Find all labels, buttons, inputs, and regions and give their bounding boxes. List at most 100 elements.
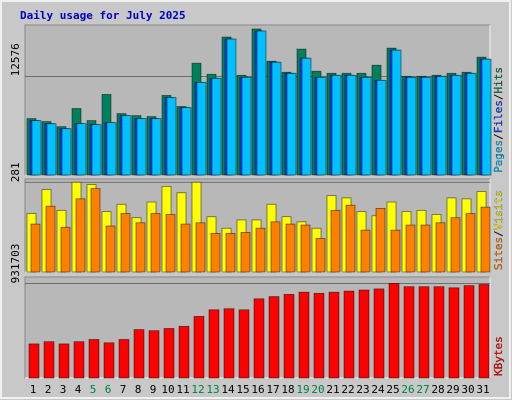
x-tick-label: 18 (281, 383, 294, 396)
bar (151, 118, 162, 176)
legend-entry: KBytes (492, 336, 505, 376)
bar (193, 316, 205, 379)
bar (405, 224, 416, 273)
bar (465, 213, 476, 273)
x-tick-label: 11 (176, 383, 189, 396)
bar (196, 81, 207, 176)
bar (195, 222, 206, 273)
bar (150, 213, 161, 273)
legend-entry: Hits (492, 67, 505, 94)
legend: Pages/Files/Hits (492, 67, 505, 173)
x-tick-label: 2 (45, 383, 52, 396)
bar (103, 342, 115, 379)
bar (375, 208, 386, 273)
x-tick-label: 14 (221, 383, 235, 396)
bar (241, 76, 252, 176)
bar (45, 205, 56, 273)
bar (373, 288, 385, 379)
bar (118, 339, 130, 379)
x-tick-label: 25 (386, 383, 399, 396)
bar (301, 57, 312, 176)
bar (420, 224, 431, 273)
bar (163, 328, 175, 379)
bar (346, 74, 357, 176)
legend-separator: / (492, 94, 505, 101)
bar (121, 115, 132, 176)
x-tick-label: 9 (150, 383, 157, 396)
bar (43, 341, 55, 379)
bar (136, 118, 147, 176)
legend-entry: Visits (492, 191, 505, 231)
bar (478, 284, 490, 379)
bar (106, 122, 117, 176)
bar (240, 231, 251, 273)
bar (448, 287, 460, 379)
legend: KBytes (492, 336, 505, 376)
x-tick-label: 22 (341, 383, 354, 396)
x-tick-label: 29 (446, 383, 459, 396)
x-tick-label: 1 (30, 383, 37, 396)
bar (481, 58, 492, 176)
bar (120, 213, 131, 273)
x-tick-label: 21 (326, 383, 339, 396)
bar (211, 77, 222, 176)
x-tick-label: 7 (120, 383, 127, 396)
legend-separator: / (492, 133, 505, 140)
bar (225, 232, 236, 273)
bar (133, 329, 145, 379)
bar (180, 223, 191, 273)
bar (433, 286, 445, 379)
y-tick-label: 12576 (9, 43, 22, 76)
bar (226, 38, 237, 176)
bar (343, 290, 355, 379)
bar (331, 74, 342, 176)
bar (73, 341, 85, 379)
y-tick-label: 931703 (9, 244, 22, 284)
bar (406, 76, 417, 176)
bar (285, 223, 296, 273)
x-tick-label: 3 (60, 383, 67, 396)
bar (300, 224, 311, 273)
bar (256, 30, 267, 176)
bar (61, 128, 72, 176)
bar (345, 204, 356, 273)
bar (436, 75, 447, 176)
x-tick-label: 5 (90, 383, 97, 396)
bar (76, 123, 87, 176)
bar (271, 61, 282, 176)
x-tick-label: 30 (461, 383, 474, 396)
bar (283, 294, 295, 379)
bar (60, 226, 71, 273)
bar (58, 343, 70, 379)
x-tick-label: 17 (266, 383, 279, 396)
bar (105, 225, 116, 273)
bar (480, 206, 491, 273)
bar (286, 72, 297, 176)
x-tick-label: 8 (135, 383, 142, 396)
legend: Sites/Visits (492, 191, 505, 271)
bar (418, 286, 430, 379)
bar (210, 232, 221, 273)
legend-entry: Pages (492, 140, 505, 173)
bar (450, 217, 461, 273)
x-tick-label: 27 (416, 383, 429, 396)
bar (403, 286, 415, 379)
x-tick-label: 28 (431, 383, 444, 396)
bar (166, 97, 177, 176)
legend-entry: Files (492, 100, 505, 133)
x-tick-label: 19 (296, 383, 309, 396)
bar (451, 74, 462, 176)
x-tick-label: 24 (371, 383, 385, 396)
bar (298, 291, 310, 379)
bar (328, 291, 340, 379)
bar (75, 198, 86, 273)
x-tick-label: 4 (75, 383, 82, 396)
bar (390, 229, 401, 273)
bar (358, 289, 370, 379)
bar (466, 72, 477, 176)
x-tick-label: 10 (161, 383, 174, 396)
bar (90, 188, 101, 273)
bar (463, 285, 475, 379)
